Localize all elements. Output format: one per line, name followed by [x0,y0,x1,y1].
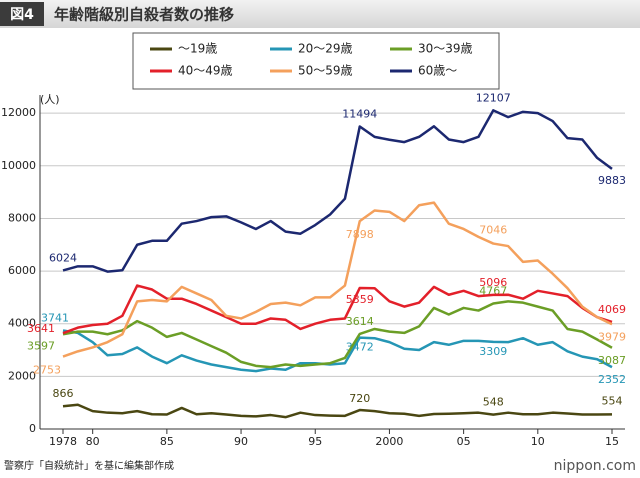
series-line [62,403,613,419]
x-tick-label: 15 [605,435,619,448]
y-tick-label: 6000 [8,264,36,277]
legend-label: 50〜59歳 [298,64,353,78]
data-label: 548 [483,396,504,409]
y-tick-label: 8000 [8,211,36,224]
y-tick-label: 0 [29,422,36,435]
x-tick-label: 2000 [375,435,403,448]
data-label: 3641 [27,322,55,335]
data-label: 5359 [346,293,374,306]
figure-label: 図4 [10,7,34,23]
data-label: 11494 [342,107,377,120]
data-label: 9883 [598,174,626,187]
data-label: 12107 [476,91,511,104]
x-tick-label: 1978 [49,435,77,448]
y-tick-label: 2000 [8,369,36,382]
x-tick-label: 90 [234,435,248,448]
data-label: 3614 [346,315,374,328]
data-label: 866 [53,387,74,400]
y-tick-label: 12000 [1,106,36,119]
data-label: 2753 [33,364,61,377]
x-tick-label: 10 [531,435,545,448]
series-line [62,201,613,358]
series-line [62,109,613,273]
x-tick-label: 85 [160,435,174,448]
series-line [62,300,613,369]
y-tick-label: 4000 [8,317,36,330]
x-tick-label: 05 [457,435,471,448]
data-label: 554 [602,394,623,407]
data-label: 5096 [479,276,507,289]
series-line [62,329,613,373]
series-line [62,284,613,335]
legend-label: 60歳〜 [418,64,457,78]
x-tick-label: 95 [308,435,322,448]
data-label: 3979 [598,330,626,343]
chart-title: 年齢階級別自殺者数の推移 [54,6,234,24]
legend-label: 30〜39歳 [418,42,473,56]
data-label: 2352 [598,373,626,386]
legend-label: 20〜29歳 [298,42,353,56]
logo: nippon.com [554,458,636,474]
data-label: 7046 [479,224,507,237]
figure-badge [0,2,44,26]
data-label: 3741 [41,312,69,325]
y-unit: (人) [40,93,60,106]
legend-label: 〜19歳 [178,42,217,56]
data-label: 7898 [346,228,374,241]
data-label: 3597 [27,339,55,352]
data-label: 6024 [49,251,77,264]
header-bar [0,0,640,28]
source: 警察庁「自殺統計」を基に編集部作成 [4,459,174,472]
legend-label: 40〜49歳 [178,64,233,78]
data-label: 3087 [598,354,626,367]
y-tick-label: 10000 [1,159,36,172]
data-label: 720 [349,392,370,405]
x-tick-label: 80 [86,435,100,448]
legend-box [132,32,500,90]
data-label: 3309 [479,345,507,358]
data-label: 4069 [598,303,626,316]
